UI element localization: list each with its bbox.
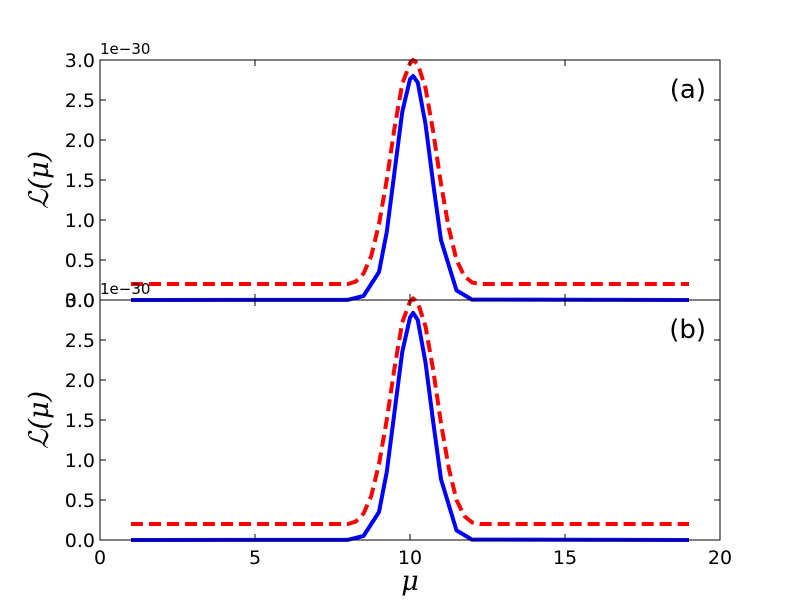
panel-b-xtick-label: 15 <box>553 547 577 569</box>
panel-b-ytick-label: 1.0 <box>65 450 95 472</box>
panel-a-offset-text: 1e−30 <box>100 40 150 58</box>
panel-b-xtick-label: 5 <box>249 547 261 569</box>
panel-a-ytick-label: 0.5 <box>65 250 95 272</box>
panel-a-series-solid-blue-line <box>130 74 690 302</box>
panel-b-xtick-label: 20 <box>708 547 732 569</box>
panel-b-ylabel: ℒ(μ) <box>24 391 55 449</box>
panel-b-offset-text: 1e−30 <box>100 280 150 298</box>
panel-b-ytick-label: 0.0 <box>65 530 95 552</box>
panel-a-ytick-label: 2.0 <box>65 130 95 152</box>
x-axis-label: μ <box>401 566 419 597</box>
panel-a-ylabel: ℒ(μ) <box>24 151 55 209</box>
panel-b-ytick-label: 2.5 <box>65 330 95 352</box>
panel-b-series-dashed-red-line <box>131 296 689 526</box>
panel-a-label: (a) <box>670 75 706 105</box>
panel-b-xtick-label: 0 <box>94 547 106 569</box>
panel-b-label: (b) <box>669 315 706 345</box>
panel-a-ytick-label: 0.0 <box>65 290 95 312</box>
panel-b-xtick-label: 10 <box>398 547 422 569</box>
panel-b-ytick-label: 0.5 <box>65 490 95 512</box>
panel-b-series-solid-blue-line <box>130 310 690 542</box>
panel-a-frame <box>99 59 721 301</box>
panel-b-ytick-label: 1.5 <box>65 410 95 432</box>
panel-b-frame <box>99 299 721 541</box>
panel-a-series-dashed-red-line <box>131 58 689 286</box>
panel-a-ytick-label: 2.5 <box>65 90 95 112</box>
panel-a-ytick-label: 1.0 <box>65 210 95 232</box>
panel-b-ytick-label: 3.0 <box>65 290 95 312</box>
panel-b-ytick-label: 2.0 <box>65 370 95 392</box>
panel-a-ytick-label: 1.5 <box>65 170 95 192</box>
panel-a-ytick-label: 3.0 <box>65 50 95 72</box>
